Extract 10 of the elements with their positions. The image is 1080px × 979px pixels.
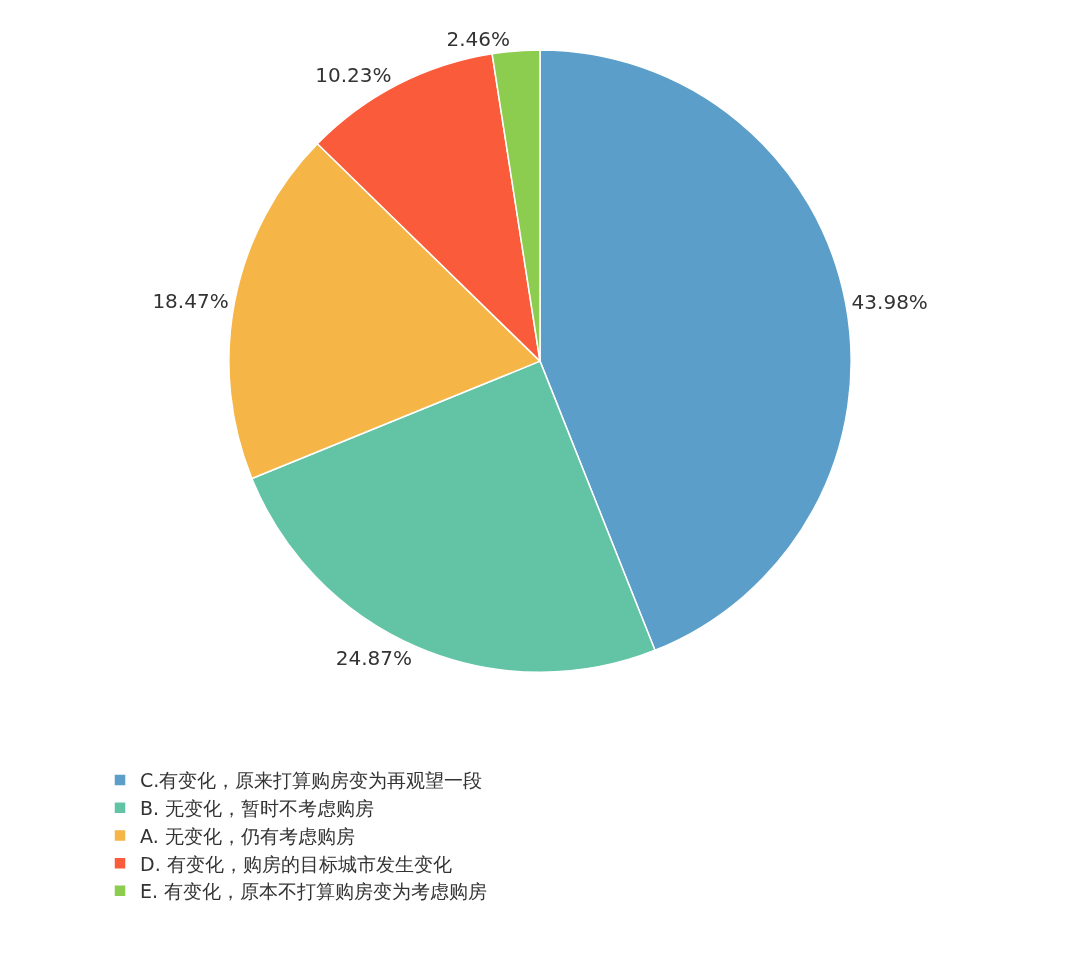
data-label: 2.46% [446, 27, 510, 51]
data-label: 18.47% [152, 288, 229, 313]
data-label: 10.23% [315, 63, 392, 88]
data-label: 24.87% [335, 645, 413, 670]
legend-label: A. 无变化，仍有考虑购房 [140, 824, 355, 847]
legend-label: B. 无变化，暂时不考虑购房 [140, 797, 375, 820]
legend-label: E. 有变化，原本不打算购房变为考虑购房 [140, 880, 488, 903]
legend-label: C.有变化，原来打算购房变为再观望一段 [140, 769, 483, 792]
legend-label: D. 有变化，购房的目标城市发生变化 [140, 852, 452, 875]
data-label: 43.98% [851, 290, 928, 315]
